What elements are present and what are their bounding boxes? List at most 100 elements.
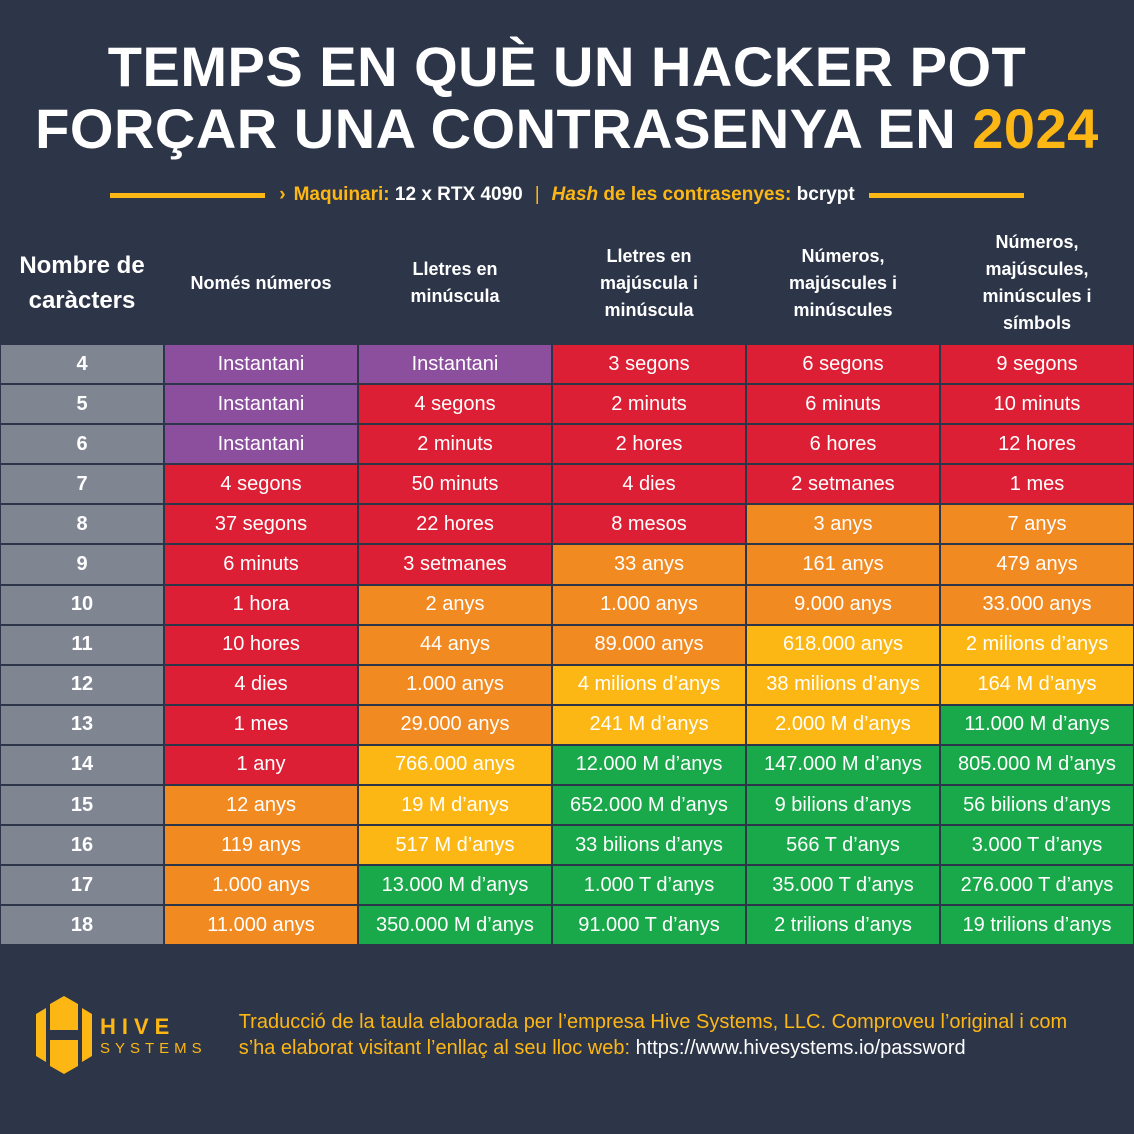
row-character-count: 6: [0, 424, 164, 465]
time-cell: 350.000 M d’anys: [358, 905, 552, 946]
hash-label-italic: Hash: [551, 184, 599, 205]
time-cell: Instantani: [164, 384, 358, 425]
hash-label: de les contrasenyes:: [603, 184, 792, 205]
table-row: 6 Instantani 2 minuts 2 hores 6 hores 12 hore…: [0, 424, 1134, 465]
crack-time-table: 4 Instantani Instantani 3 segons 6 segons 9 s…: [0, 344, 1134, 946]
time-cell: 19 M d’anys: [358, 785, 552, 826]
time-cell: 9 bilions d’anys: [746, 785, 940, 826]
header-all-symbols: Números, majúscules, minúscules i símbol…: [982, 232, 1092, 333]
hash-value: bcrypt: [796, 184, 855, 205]
time-cell: 13.000 M d’anys: [358, 865, 552, 906]
title-line-2-text: FORÇAR UNA CONTRASENYA EN: [35, 97, 957, 160]
time-cell: 12.000 M d’anys: [552, 744, 746, 786]
table-row: 17 1.000 anys 13.000 M d’anys 1.000 T d’any…: [0, 865, 1134, 906]
time-cell: 119 anys: [164, 825, 358, 866]
title-line-2: FORÇAR UNA CONTRASENYA EN 2024: [0, 98, 1134, 160]
logo-text-systems: SYSTEMS: [100, 1039, 207, 1057]
time-cell: 2 hores: [552, 424, 746, 465]
time-cell: 2 anys: [358, 584, 552, 625]
header-numbers-only: Només números: [190, 272, 332, 293]
time-cell: 2 minuts: [552, 384, 746, 425]
table-row: 4 Instantani Instantani 3 segons 6 segons 9 s…: [0, 344, 1134, 385]
divider-left: [110, 192, 266, 198]
time-cell: 10 minuts: [940, 384, 1134, 425]
table-row: 16 119 anys 517 M d’anys 33 bilions d’anys 5…: [0, 825, 1134, 866]
row-character-count: 5: [0, 384, 164, 425]
title-line-1: TEMPS EN QUÈ UN HACKER POT: [107, 35, 1027, 98]
time-cell: 164 M d’anys: [940, 664, 1134, 705]
time-cell: 241 M d’anys: [552, 704, 746, 745]
table-row: 5 Instantani 4 segons 2 minuts 6 minuts 10 mi…: [0, 384, 1134, 425]
table-row: 8 37 segons 22 hores 8 mesos 3 anys 7 anys: [0, 504, 1134, 545]
time-cell: 7 anys: [940, 504, 1134, 545]
separator: |: [534, 184, 540, 205]
row-character-count: 9: [0, 544, 164, 585]
time-cell: 1 any: [164, 744, 358, 786]
time-cell: 2 milions d’anys: [940, 624, 1134, 665]
time-cell: 56 bilions d’anys: [940, 785, 1134, 826]
time-cell: 2 trilions d’anys: [746, 905, 940, 946]
row-character-count: 14: [0, 744, 164, 786]
time-cell: 2 setmanes: [746, 464, 940, 505]
time-cell: Instantani: [358, 344, 552, 385]
time-cell: 1 hora: [164, 584, 358, 625]
logo-text-hive: HIVE: [100, 1013, 176, 1039]
time-cell: 33.000 anys: [940, 584, 1134, 625]
time-cell: 91.000 T d’anys: [552, 905, 746, 946]
time-cell: 3 anys: [746, 504, 940, 545]
row-character-count: 4: [0, 344, 164, 385]
time-cell: 4 dies: [552, 464, 746, 505]
row-character-count: 15: [0, 785, 164, 826]
time-cell: 161 anys: [746, 544, 940, 585]
footer-text: Traducció de la taula elaborada per l’em…: [238, 1011, 1068, 1059]
footer: HIVE SYSTEMS Traducció de la taula elabo…: [36, 996, 1109, 1074]
time-cell: 4 segons: [358, 384, 552, 425]
row-character-count: 17: [0, 865, 164, 906]
time-cell: 11.000 M d’anys: [940, 704, 1134, 745]
time-cell: 9.000 anys: [746, 584, 940, 625]
hardware-label: Maquinari:: [293, 184, 390, 205]
hive-systems-logo: HIVE SYSTEMS: [36, 996, 207, 1074]
time-cell: 38 milions d’anys: [746, 664, 940, 705]
chevron-right-icon: ›: [279, 184, 286, 205]
page-title: TEMPS EN QUÈ UN HACKER POT FORÇAR UNA CO…: [0, 36, 1134, 160]
time-cell: 566 T d’anys: [746, 825, 940, 866]
time-cell: 9 segons: [940, 344, 1134, 385]
table-row: 18 11.000 anys 350.000 M d’anys 91.000 T d’…: [0, 905, 1134, 946]
time-cell: 1 mes: [164, 704, 358, 745]
time-cell: 8 mesos: [552, 504, 746, 545]
time-cell: 3 setmanes: [358, 544, 552, 585]
time-cell: 33 anys: [552, 544, 746, 585]
row-character-count: 8: [0, 504, 164, 545]
hardware-value: 12 x RTX 4090: [394, 184, 523, 205]
time-cell: 4 milions d’anys: [552, 664, 746, 705]
time-cell: 805.000 M d’anys: [940, 744, 1134, 786]
time-cell: 29.000 anys: [358, 704, 552, 745]
time-cell: 22 hores: [358, 504, 552, 545]
source-link[interactable]: https://www.hivesystems.io/password: [635, 1037, 966, 1059]
time-cell: 89.000 anys: [552, 624, 746, 665]
table-row: 10 1 hora 2 anys 1.000 anys 9.000 anys 33.000…: [0, 584, 1134, 625]
table-row: 12 4 dies 1.000 anys 4 milions d’anys 38 mil…: [0, 664, 1134, 705]
table-row: 14 1 any 766.000 anys 12.000 M d’anys 147.00…: [0, 744, 1134, 786]
time-cell: 479 anys: [940, 544, 1134, 585]
time-cell: 3 segons: [552, 344, 746, 385]
time-cell: 12 hores: [940, 424, 1134, 465]
header-characters: Nombre de caràcters: [19, 252, 145, 314]
time-cell: 276.000 T d’anys: [940, 865, 1134, 906]
footer-note: Traducció de la taula elaborada per l’em…: [239, 1009, 1109, 1061]
row-character-count: 13: [0, 704, 164, 745]
hive-hexagon-icon: [36, 996, 92, 1074]
time-cell: 517 M d’anys: [358, 825, 552, 866]
subtitle: › Maquinari: 12 x RTX 4090 | Hash de les…: [0, 184, 1134, 206]
table-row: 15 12 anys 19 M d’anys 652.000 M d’anys 9 bi…: [0, 785, 1134, 826]
time-cell: 6 hores: [746, 424, 940, 465]
time-cell: 3.000 T d’anys: [940, 825, 1134, 866]
time-cell: 1.000 anys: [164, 865, 358, 906]
time-cell: 1 mes: [940, 464, 1134, 505]
time-cell: 44 anys: [358, 624, 552, 665]
table-row: 11 10 hores 44 anys 89.000 anys 618.000 anys…: [0, 624, 1134, 665]
time-cell: 11.000 anys: [164, 905, 358, 946]
row-character-count: 18: [0, 905, 164, 946]
header-lowercase: Lletres en minúscula: [410, 259, 500, 306]
